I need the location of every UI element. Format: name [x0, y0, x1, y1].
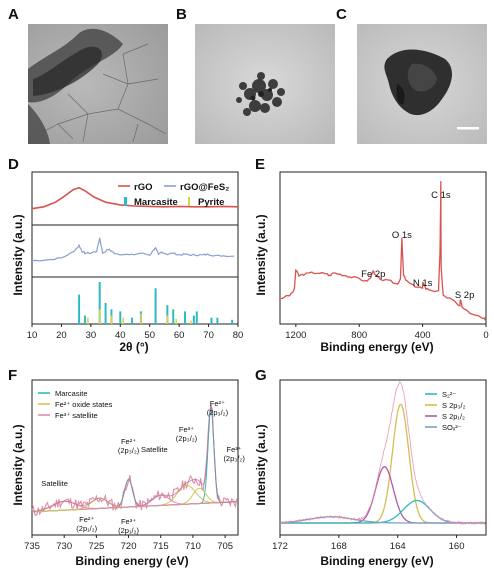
tem-image-b: [195, 24, 335, 144]
chart-f-series-fit: [31, 404, 237, 513]
chart-f-xtick-label: 725: [88, 541, 104, 552]
panel-label-a: A: [8, 6, 19, 23]
panel-label-e: E: [255, 156, 266, 173]
panel-label-f: F: [8, 367, 18, 384]
chart-g-legend-4: SOₓ²⁻: [442, 423, 462, 432]
chart-f-component-6: [31, 497, 237, 513]
panel-label-g: G: [255, 367, 267, 384]
chart-e-xtick-label: 400: [415, 330, 431, 341]
chart-f-ann-fe2-2p12: Fe²⁺ (2p₁/₂): [76, 515, 97, 533]
chart-f-ann-satellite-left: Satellite: [41, 479, 68, 488]
chart-f-xtick-label: 710: [185, 541, 201, 552]
tem-image-a: [28, 24, 168, 144]
chart-e-ann-s2p: S 2p: [455, 290, 475, 301]
chart-g-peak-3: [280, 499, 486, 524]
chart-d-xlabel: 2θ (°): [119, 340, 148, 354]
panel-label-c: C: [336, 6, 347, 23]
tem-image-c: [357, 24, 487, 144]
chart-g-xtick-label: 164: [390, 541, 406, 552]
chart-f-xtick-label: 735: [24, 541, 40, 552]
chart-g-xtick-label: 160: [449, 541, 465, 552]
chart-g-peak-2: [280, 466, 486, 524]
chart-g-legend-1: S₂²⁻: [442, 390, 456, 399]
chart-f-component-7: [31, 500, 237, 513]
chart-d-series-rgo-fes2: [31, 237, 235, 262]
scale-bar: [457, 127, 479, 130]
chart-d-series-rgo: [31, 186, 239, 210]
chart-f-component-2: [31, 478, 237, 513]
chart-f-ann-fe3-2p32-right: Fe³⁺ (2p₃/₂): [223, 445, 245, 463]
chart-f-ann-fe3-2p32-mid: Fe³⁺ (2p₃/₂): [176, 425, 198, 443]
chart-e-xtick-label: 0: [483, 330, 488, 341]
chart-f-xtick-label: 730: [56, 541, 72, 552]
chart-f-xtick-label: 715: [153, 541, 169, 552]
chart-d-legend-composite: rGO@FeS₂: [180, 182, 229, 193]
chart-d-xtick-label: 30: [86, 330, 97, 341]
chart-d-xtick-label: 50: [144, 330, 155, 341]
chart-f-ann-fe3-2p12: Fe³⁺ (2p₁/₂): [118, 517, 139, 535]
chart-f-component-1: [31, 407, 237, 513]
chart-d-xtick-label: 80: [233, 330, 244, 341]
chart-e-ann-o1s: O 1s: [392, 230, 412, 241]
panel-label-d: D: [8, 156, 19, 173]
chart-d-ylabel: Intensity (a.u.): [11, 214, 25, 295]
chart-f-series-raw: [31, 405, 238, 517]
chart-g-legend-2: S 2p₃/₂: [442, 401, 466, 410]
chart-f-legend-1: Marcasite: [55, 389, 88, 398]
chart-e-ann-c1s: C 1s: [431, 190, 451, 201]
chart-f-component-4: [31, 487, 237, 513]
chart-g-ylabel: Intensity (a.u.): [254, 424, 268, 505]
chart-d-xtick-label: 60: [174, 330, 185, 341]
chart-d-xtick-label: 40: [115, 330, 126, 341]
chart-e-ann-fe2p: Fe 2p: [361, 269, 385, 280]
chart-e-xtick-label: 1200: [285, 330, 306, 341]
chart-f-xtick-label: 705: [217, 541, 233, 552]
chart-f-ann-fe2-2p32-top: Fe²⁺ (2p₃/₂): [207, 399, 229, 417]
chart-d-frame-1: [31, 171, 239, 226]
chart-g-series-envelope: [279, 381, 486, 526]
chart-d-legend-marcasite: Marcasite: [134, 197, 178, 208]
chart-g-frame: [279, 379, 487, 536]
chart-e-frame: [279, 171, 487, 325]
chart-f-ann-satellite-mid: Satellite: [141, 445, 168, 454]
chart-d-xtick-label: 20: [56, 330, 67, 341]
chart-d-xtick-label: 70: [203, 330, 214, 341]
chart-e-series-survey: [279, 181, 487, 322]
chart-d-legend-rgo: rGO: [134, 182, 152, 193]
chart-d-xtick-label: 10: [27, 330, 38, 341]
chart-g-xlabel: Binding energy (eV): [320, 554, 433, 568]
chart-g-peak-1: [280, 403, 486, 524]
chart-e-xlabel: Binding energy (eV): [320, 340, 433, 354]
chart-f-xlabel: Binding energy (eV): [75, 554, 188, 568]
chart-g-peak-4: [280, 516, 486, 524]
chart-f-frame: [31, 379, 239, 536]
chart-g-xtick-label: 168: [331, 541, 347, 552]
chart-g-legend-3: S 2p₁/₂: [442, 412, 465, 421]
chart-g-xtick-label: 172: [272, 541, 288, 552]
chart-f-series-baseline: [31, 501, 237, 513]
chart-e-ann-n1s: N 1s: [413, 278, 433, 289]
chart-f-component-5: [31, 494, 237, 513]
chart-f-component-3: [31, 484, 237, 513]
chart-d-frame-2: [31, 224, 239, 278]
chart-d-frame-3: [31, 276, 239, 325]
chart-f-ann-fe2-2p32-left: Fe²⁺ (2p₃/₂): [118, 437, 140, 455]
panel-label-b: B: [176, 6, 187, 23]
chart-d-legend-pyrite-swatch: [188, 197, 190, 206]
chart-d-legend-pyrite: Pyrite: [198, 197, 224, 208]
chart-f-legend-3: Fe³⁺ satellite: [55, 411, 98, 420]
chart-f-legend-2: Fe²⁺ oxide states: [55, 400, 113, 409]
chart-e-ylabel: Intensity (a.u.): [254, 214, 268, 295]
chart-e-xtick-label: 800: [351, 330, 367, 341]
chart-d-legend-marcasite-swatch: [124, 197, 127, 206]
chart-f-xtick-label: 720: [121, 541, 137, 552]
chart-f-ylabel: Intensity (a.u.): [11, 424, 25, 505]
